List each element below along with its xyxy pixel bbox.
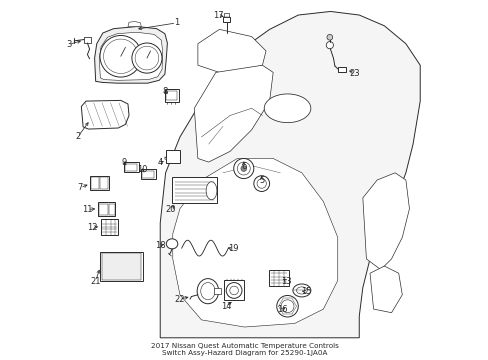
Bar [100,252,142,281]
Text: 4: 4 [157,158,163,167]
Ellipse shape [326,35,332,40]
Bar [172,177,217,203]
Bar [214,288,221,294]
Text: 3: 3 [66,40,71,49]
Text: 15: 15 [300,287,311,296]
Polygon shape [362,173,408,270]
Bar [164,89,178,102]
Ellipse shape [276,296,298,317]
Polygon shape [160,12,419,338]
Text: 20: 20 [165,205,176,214]
Text: 19: 19 [227,244,238,253]
Bar [224,13,228,17]
Ellipse shape [166,239,178,249]
Polygon shape [81,100,129,129]
Ellipse shape [253,176,269,192]
Text: 22: 22 [174,294,184,303]
Ellipse shape [103,39,138,73]
Text: 2017 Nissan Quest Automatic Temperature Controls
Switch Assy-Hazard Diagram for : 2017 Nissan Quest Automatic Temperature … [150,343,338,356]
Text: 11: 11 [82,205,93,214]
Polygon shape [194,65,273,162]
Bar [102,253,141,280]
Text: 18: 18 [155,241,165,250]
Ellipse shape [201,283,215,300]
Ellipse shape [237,162,250,175]
Polygon shape [99,32,163,80]
Bar [109,204,115,215]
Text: 1: 1 [173,18,179,27]
Bar [125,163,137,171]
Text: 6: 6 [241,162,246,171]
Polygon shape [198,30,265,72]
Ellipse shape [241,166,246,171]
Bar [101,220,118,234]
Bar [84,37,90,43]
Text: 7: 7 [78,183,83,192]
Text: 2: 2 [75,132,80,141]
Ellipse shape [229,286,238,295]
Bar [99,204,108,215]
Polygon shape [172,158,337,327]
Bar [223,280,244,300]
Polygon shape [369,266,402,313]
Text: 8: 8 [162,86,167,95]
Text: 14: 14 [220,302,231,311]
Text: 13: 13 [281,276,291,285]
Bar [141,169,155,179]
Text: 16: 16 [276,305,287,314]
Ellipse shape [132,43,162,73]
Text: 9: 9 [122,158,127,167]
Bar [166,91,177,100]
Ellipse shape [135,46,159,70]
Ellipse shape [281,300,293,313]
Ellipse shape [325,41,333,49]
Bar [223,17,230,22]
Text: 21: 21 [90,276,101,285]
Ellipse shape [226,283,242,298]
Bar [166,150,180,163]
Ellipse shape [264,94,310,123]
Bar [91,177,99,189]
Polygon shape [128,22,141,27]
Bar [142,171,154,178]
Bar [100,177,107,189]
Ellipse shape [206,182,217,200]
Polygon shape [94,27,167,83]
Bar [124,162,139,172]
Text: 10: 10 [137,166,147,175]
Polygon shape [164,157,166,159]
Text: 17: 17 [213,11,224,20]
Ellipse shape [197,279,218,304]
Text: 12: 12 [87,223,97,232]
Ellipse shape [100,36,142,77]
Bar [98,202,115,216]
Ellipse shape [292,284,310,297]
Ellipse shape [233,158,253,179]
Bar [338,67,346,72]
Bar [268,270,288,286]
Text: 23: 23 [349,69,360,78]
Ellipse shape [296,287,306,294]
Ellipse shape [257,179,266,188]
Bar [90,176,109,190]
Text: 5: 5 [259,176,264,185]
